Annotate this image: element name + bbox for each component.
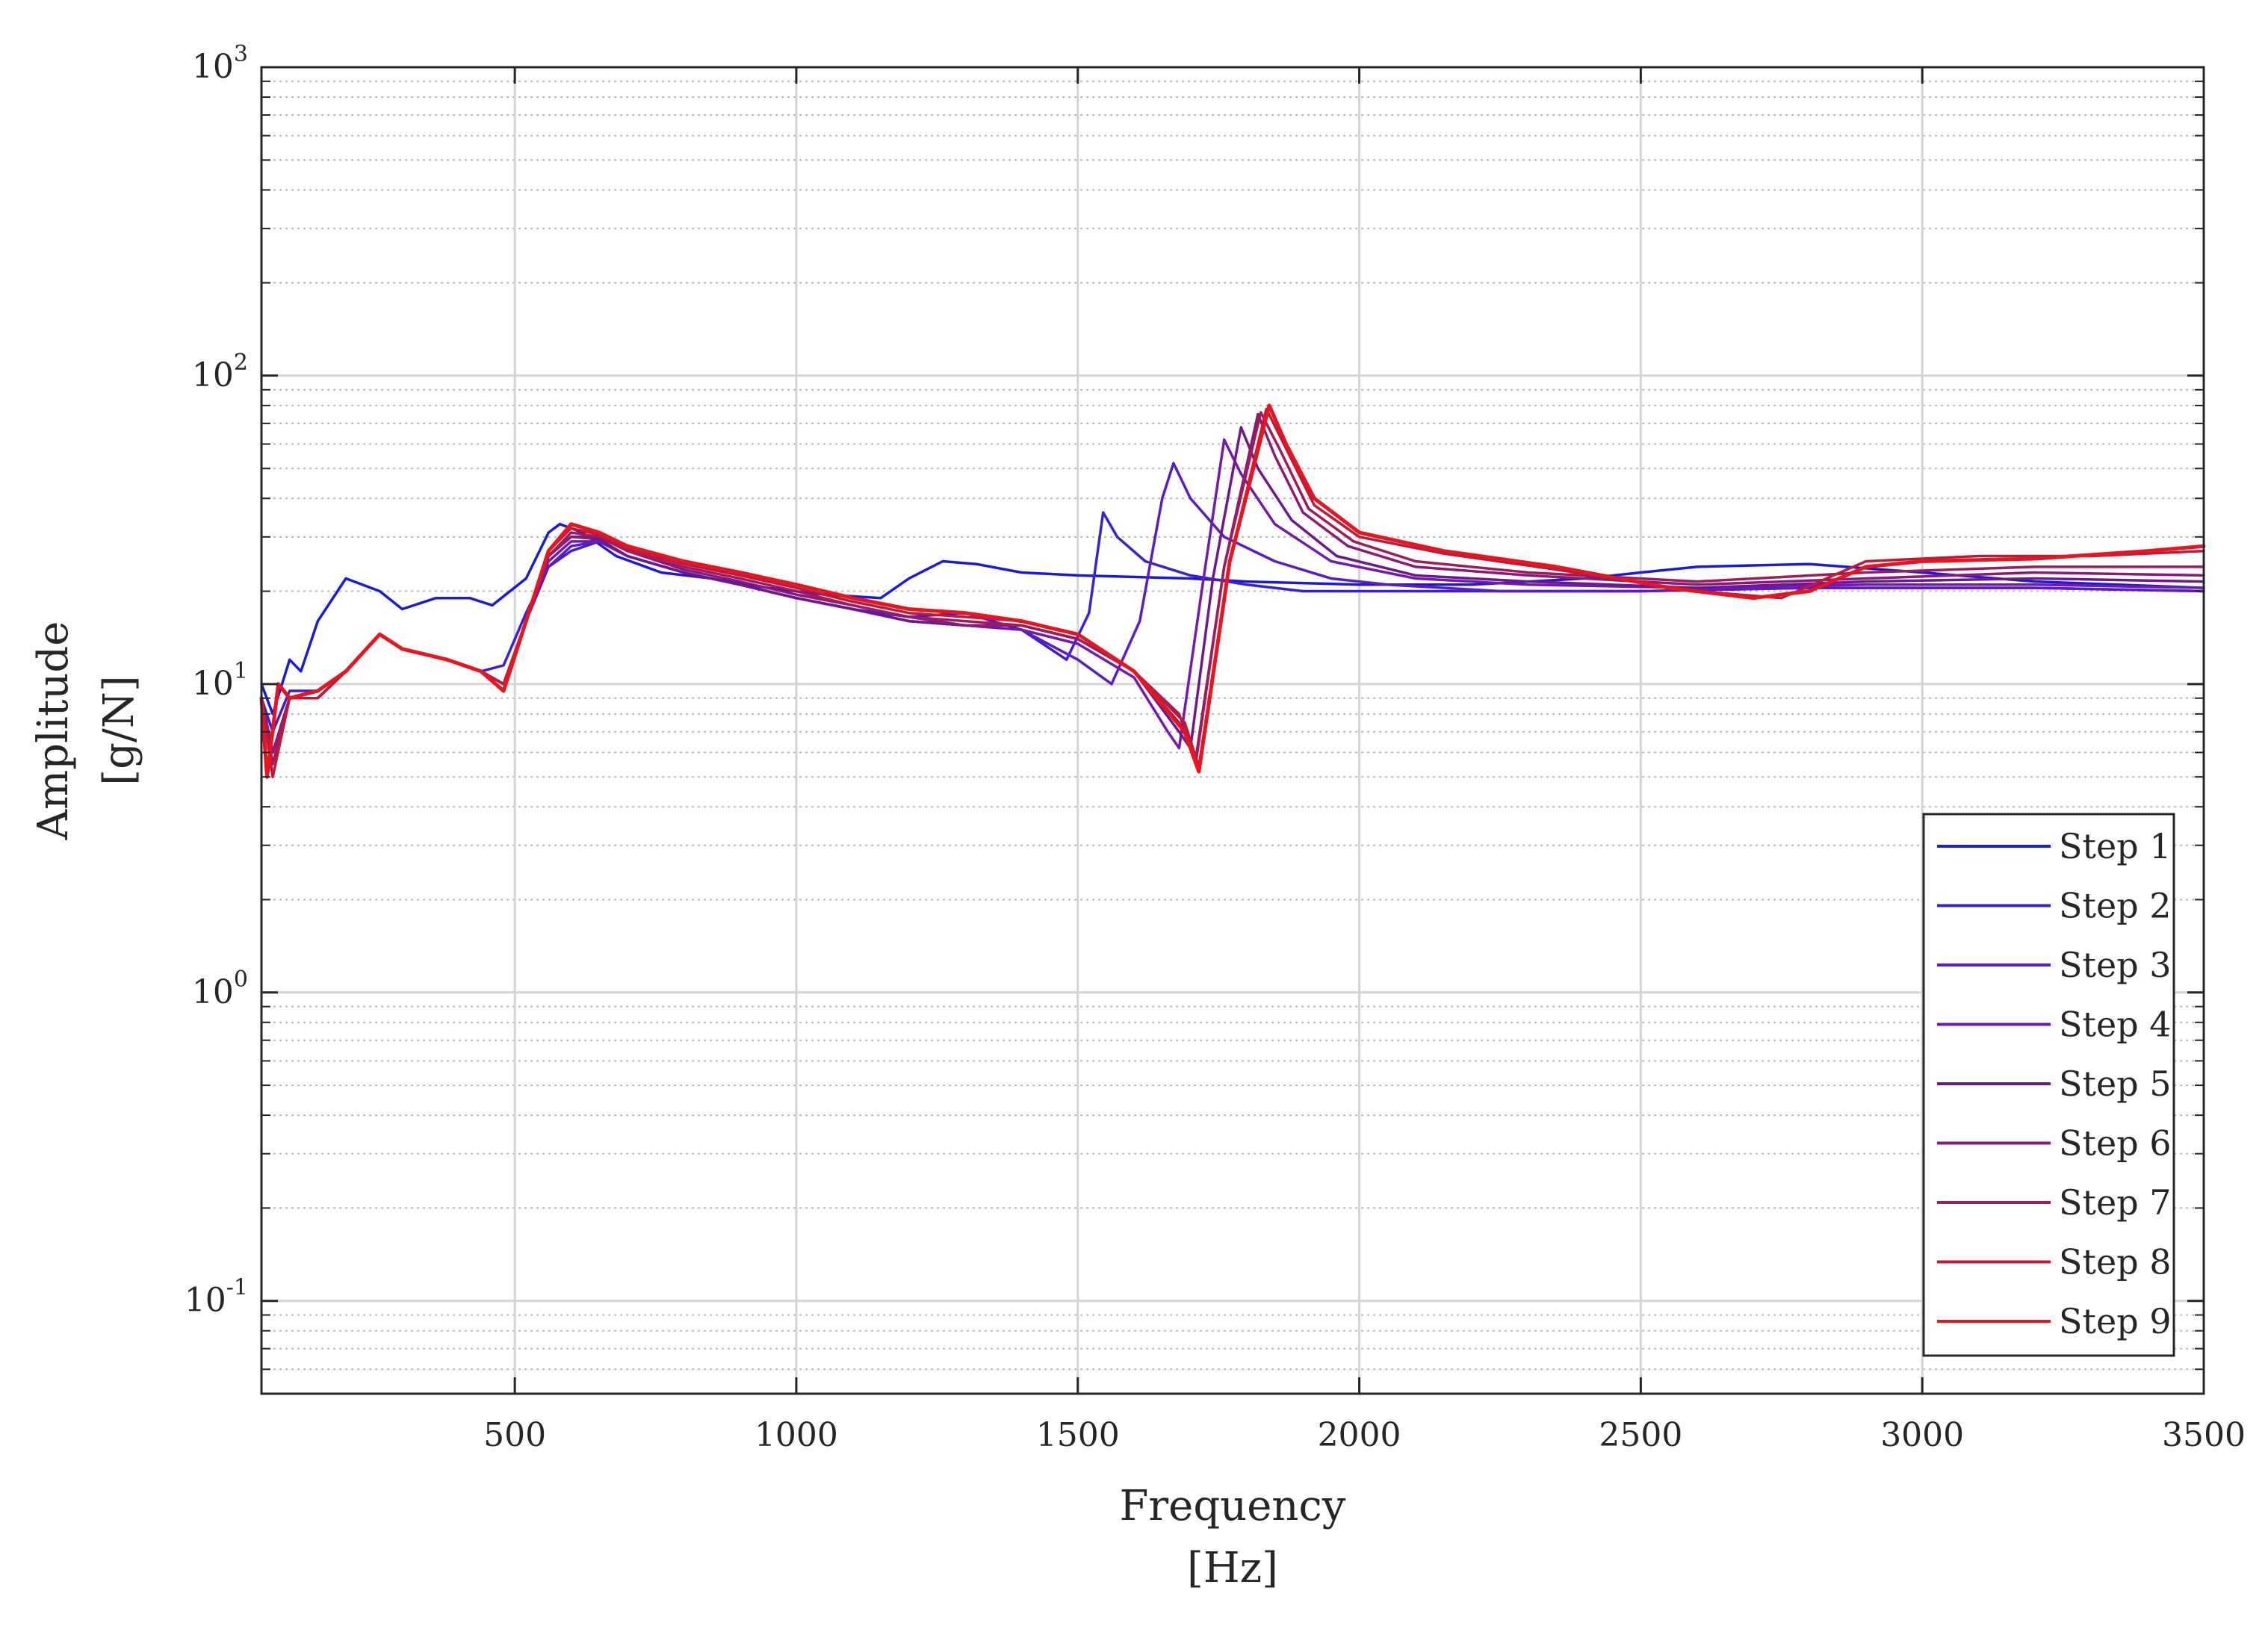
series-line-step-9	[259, 403, 2206, 779]
y-tick-exponent: -1	[226, 1275, 248, 1301]
y-tick-exponent: 0	[234, 966, 248, 993]
legend-label: Step 3	[2059, 945, 2172, 985]
legend-label: Step 6	[2059, 1123, 2172, 1164]
legend-label: Step 2	[2059, 886, 2172, 926]
legend-label: Step 5	[2059, 1064, 2172, 1104]
legend-label: Step 9	[2059, 1301, 2172, 1341]
x-axis-label: Frequency	[1120, 1482, 1346, 1530]
x-tick-label: 3500	[2162, 1416, 2246, 1454]
y-tick-exponent: 2	[234, 350, 248, 376]
y-tick-label: 103	[192, 41, 248, 86]
grid-lines	[261, 66, 2205, 1394]
legend-label: Step 8	[2059, 1242, 2172, 1282]
y-axis-label: Amplitude	[29, 621, 78, 841]
y-tick-label: 10-1	[185, 1275, 248, 1320]
x-tick-label: 2500	[1599, 1416, 1682, 1454]
legend-label: Step 1	[2059, 826, 2172, 866]
y-tick-label: 102	[192, 350, 248, 394]
series-layer	[259, 403, 2206, 779]
y-tick-base: 10	[192, 356, 234, 394]
x-tick-label: 3000	[1880, 1416, 1964, 1454]
y-tick-base: 10	[185, 1282, 226, 1320]
x-tick-label: 1000	[755, 1416, 838, 1454]
y-tick-base: 10	[192, 665, 234, 703]
legend-label: Step 7	[2059, 1182, 2172, 1223]
y-tick-label: 101	[192, 658, 248, 703]
y-axis-unit: [g/N]	[95, 675, 143, 785]
y-tick-exponent: 3	[234, 41, 248, 67]
x-tick-label: 2000	[1318, 1416, 1401, 1454]
x-tick-label: 500	[483, 1416, 546, 1454]
y-tick-label: 100	[192, 966, 248, 1011]
plot-area-border	[260, 66, 2205, 1395]
x-axis-unit: [Hz]	[1187, 1544, 1278, 1592]
y-tick-base: 10	[192, 48, 234, 86]
y-tick-exponent: 1	[234, 658, 248, 684]
legend-label: Step 4	[2059, 1005, 2172, 1045]
x-tick-label: 1500	[1036, 1416, 1120, 1454]
legend: Step 1 Step 2 Step 3 Step 4 Step 5 Step 6 Step…	[1922, 813, 2175, 1357]
y-tick-base: 10	[192, 973, 234, 1011]
